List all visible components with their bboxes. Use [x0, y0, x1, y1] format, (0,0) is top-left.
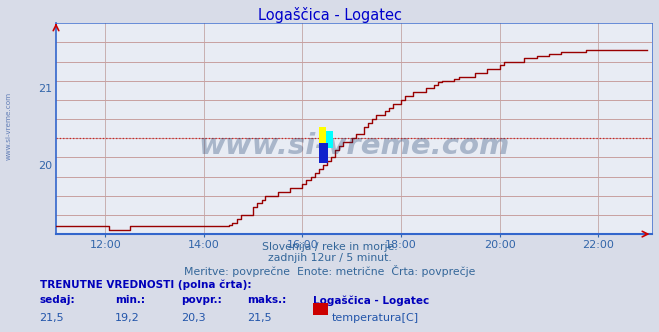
- Text: 19,2: 19,2: [115, 313, 140, 323]
- Text: povpr.:: povpr.:: [181, 295, 222, 305]
- Text: TRENUTNE VREDNOSTI (polna črta):: TRENUTNE VREDNOSTI (polna črta):: [40, 280, 251, 290]
- Text: zadnjih 12ur / 5 minut.: zadnjih 12ur / 5 minut.: [268, 253, 391, 263]
- Text: www.si-vreme.com: www.si-vreme.com: [198, 131, 510, 159]
- Text: maks.:: maks.:: [247, 295, 287, 305]
- Text: 21,5: 21,5: [247, 313, 272, 323]
- Text: www.si-vreme.com: www.si-vreme.com: [5, 92, 12, 160]
- Text: Logaščica - Logatec: Logaščica - Logatec: [258, 7, 401, 23]
- Text: min.:: min.:: [115, 295, 146, 305]
- Bar: [319, 127, 326, 144]
- Text: Meritve: povprečne  Enote: metrične  Črta: povprečje: Meritve: povprečne Enote: metrične Črta:…: [184, 265, 475, 277]
- Text: Logaščica - Logatec: Logaščica - Logatec: [313, 295, 429, 306]
- Text: sedaj:: sedaj:: [40, 295, 75, 305]
- Bar: [319, 143, 328, 163]
- Text: Slovenija / reke in morje.: Slovenija / reke in morje.: [262, 242, 397, 252]
- Text: 21,5: 21,5: [40, 313, 64, 323]
- Text: 20,3: 20,3: [181, 313, 206, 323]
- Text: temperatura[C]: temperatura[C]: [331, 313, 418, 323]
- Bar: [326, 131, 333, 148]
